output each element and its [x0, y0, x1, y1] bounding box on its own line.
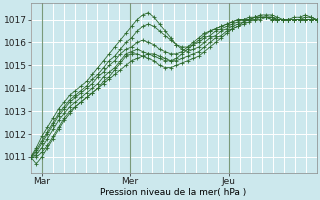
X-axis label: Pression niveau de la mer( hPa ): Pression niveau de la mer( hPa )	[100, 188, 247, 197]
